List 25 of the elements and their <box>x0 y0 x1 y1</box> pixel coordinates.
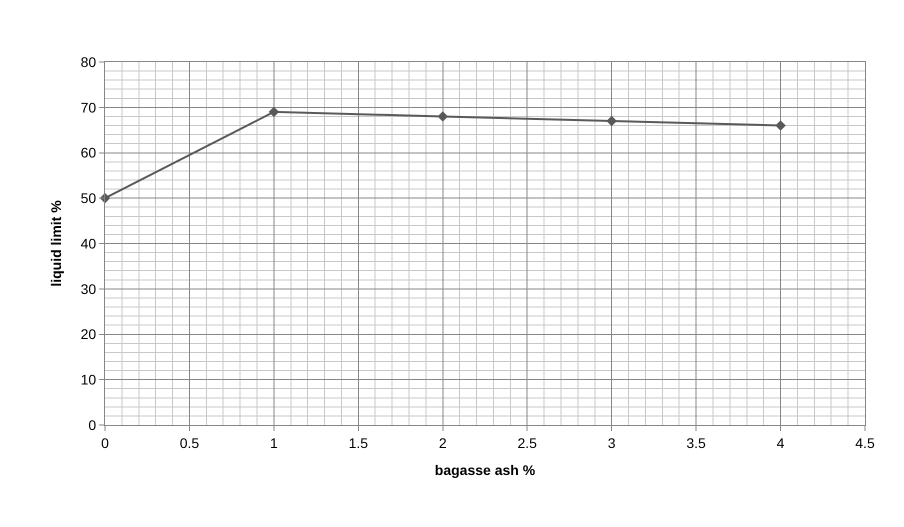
x-tick-label: 0.5 <box>180 434 200 451</box>
x-tick-label: 2 <box>438 434 447 451</box>
x-tick-label: 4 <box>776 434 785 451</box>
y-tick-label: 60 <box>80 144 96 161</box>
x-tick-label: 0 <box>101 434 110 451</box>
y-tick-label: 10 <box>80 372 96 388</box>
x-axis-title: bagasse ash % <box>434 462 536 478</box>
x-tick-label: 1.5 <box>348 434 368 451</box>
y-axis-title: liquid limit % <box>48 200 64 287</box>
point <box>268 106 280 118</box>
x-tick-label: 3.5 <box>686 434 706 451</box>
y-tick-label: 40 <box>80 235 96 252</box>
y-tick-label: 80 <box>80 54 96 70</box>
y-tick-label: 50 <box>80 190 96 206</box>
point <box>606 116 617 126</box>
y-tick-label: 30 <box>80 280 96 297</box>
x-tick-label: 2.5 <box>517 434 538 451</box>
point <box>438 111 448 122</box>
x-tick-label: 1 <box>270 434 278 451</box>
point <box>775 120 786 131</box>
x-tick-label: 3 <box>608 434 616 451</box>
y-tick-label: 0 <box>88 416 96 433</box>
x-tick-label: 4.5 <box>855 434 875 451</box>
y-tick-label: 20 <box>80 326 96 342</box>
y-tick-label: 70 <box>80 99 96 116</box>
